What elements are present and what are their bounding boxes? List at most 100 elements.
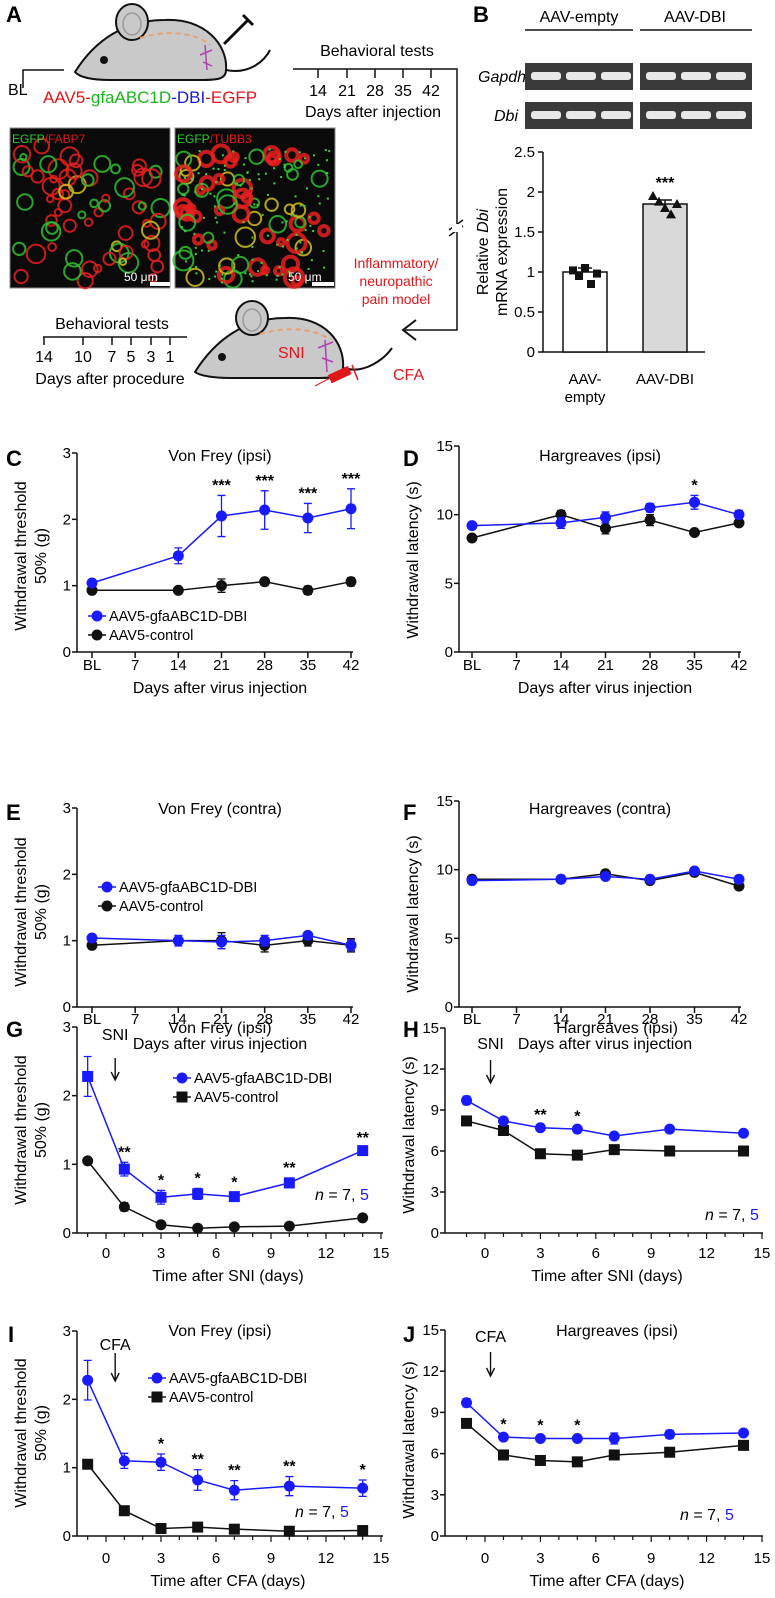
chart-title: Von Frey (ipsi): [168, 1323, 271, 1340]
cell-speck: [251, 245, 254, 248]
data-point: [644, 502, 656, 514]
cell: [65, 162, 83, 180]
gel-band: [531, 72, 561, 80]
data-point: [118, 1455, 130, 1467]
y-tick-label: 0: [431, 1225, 439, 1242]
cell-speck: [256, 203, 259, 206]
data-point: [738, 1127, 750, 1139]
cell-speck: [303, 157, 306, 160]
cell: [47, 242, 58, 252]
cell-speck: [217, 168, 220, 171]
cell-speck: [294, 195, 297, 198]
y-tick-label: 2: [63, 1088, 71, 1105]
y-tick-label: 1: [63, 1156, 71, 1173]
y-axis-label: Withdrawal threshold: [13, 837, 30, 986]
cell-speck: [308, 216, 311, 219]
series-line: [466, 1402, 744, 1440]
data-point: [345, 503, 357, 515]
svg-text:pain model: pain model: [362, 291, 431, 307]
data-point: [259, 504, 271, 516]
data-point: [571, 1123, 583, 1135]
cell: [45, 194, 55, 204]
y-tick-label: 0.5: [514, 304, 535, 321]
cell-speck: [265, 274, 268, 277]
timeline-tick-label: 14: [309, 83, 327, 100]
cell-speck: [268, 148, 271, 151]
cell-speck: [197, 172, 200, 175]
data-point: [192, 1222, 204, 1234]
y-tick-label: 3: [431, 1184, 439, 1201]
cfa-label: CFA: [393, 367, 424, 384]
data-point: [118, 1201, 130, 1213]
cell: [268, 215, 288, 234]
data-point: [172, 550, 184, 562]
data-point: [461, 1397, 473, 1409]
x-tick-label: 6: [212, 1550, 220, 1567]
chart-title: Hargreaves (ipsi): [539, 448, 661, 465]
cfa-syringe-icon: [314, 364, 359, 387]
series-line: [91, 507, 352, 584]
data-point: [497, 1431, 509, 1443]
axis-line: [458, 446, 741, 653]
data-point: [575, 272, 583, 280]
cell-speck: [220, 277, 223, 280]
event-label: SNI: [102, 1027, 129, 1044]
data-point: [302, 929, 314, 941]
event-label: CFA: [475, 1329, 506, 1346]
x-tick-label: 0: [102, 1550, 110, 1567]
svg-text:7: 7: [108, 349, 117, 366]
cell: [93, 154, 112, 173]
panel-letter: I: [8, 1322, 14, 1347]
cell: [232, 173, 246, 187]
cell: [97, 199, 112, 213]
panel-letter: E: [6, 800, 21, 825]
x-tick-label: 0: [102, 1245, 110, 1262]
micrograph-cells: [172, 143, 331, 289]
data-point: [497, 1125, 509, 1136]
legend-marker: [101, 900, 113, 912]
x-tick-label: 15: [373, 1550, 390, 1567]
data-point: [283, 1525, 295, 1537]
bottom-timeline-title: Behavioral tests: [55, 316, 169, 333]
y-tick-label: 1: [527, 264, 535, 281]
x-axis-label: Days after virus injection: [518, 1036, 692, 1053]
y-axis-label: mRNA expression: [494, 188, 511, 316]
n-symbol: n: [315, 1187, 324, 1204]
data-point: [216, 580, 227, 592]
data-point: [86, 577, 98, 589]
significance-marker: *: [574, 1108, 581, 1125]
cell: [21, 165, 34, 178]
cell-speck: [251, 258, 254, 261]
data-point: [172, 935, 184, 947]
x-tick-label: 7: [131, 657, 139, 674]
panel-letter: D: [403, 446, 419, 471]
x-tick-label: 3: [536, 1550, 544, 1567]
charts: 0 0.5 1 1.5 2 2.5 Relative Dbi mRNA expression A…: [13, 144, 770, 1590]
n-symbol: n: [680, 1507, 689, 1524]
timeline-tick-label: 42: [422, 83, 440, 100]
cell-speck: [215, 181, 218, 184]
cell: [178, 245, 193, 260]
panel-a: BL AAV5-gfaABC1D-DBI-EGFP Behavioral tes…: [8, 3, 464, 388]
x-tick-label: BL: [463, 657, 481, 674]
legend-marker: [151, 1391, 163, 1403]
data-point: [555, 517, 567, 529]
gel-band: [716, 111, 746, 119]
cell-speck: [266, 193, 269, 196]
data-point: [733, 517, 745, 529]
scale-bar: [150, 282, 170, 286]
data-point: [738, 1439, 750, 1451]
series-0: [82, 1055, 369, 1205]
x-tick-label: 15: [373, 1245, 390, 1262]
series-line: [471, 501, 740, 527]
n-value-blue: 5: [360, 1187, 369, 1204]
y-tick-label: 15: [436, 793, 453, 810]
y-tick-label: 3: [63, 1323, 71, 1340]
cell: [117, 225, 134, 241]
data-point: [466, 532, 478, 544]
chart-title: Hargreaves (contra): [529, 801, 671, 818]
cell-speck: [195, 272, 198, 275]
cell-speck: [326, 197, 329, 200]
cell-speck: [280, 176, 283, 179]
x-tick-label: 42: [343, 657, 360, 674]
